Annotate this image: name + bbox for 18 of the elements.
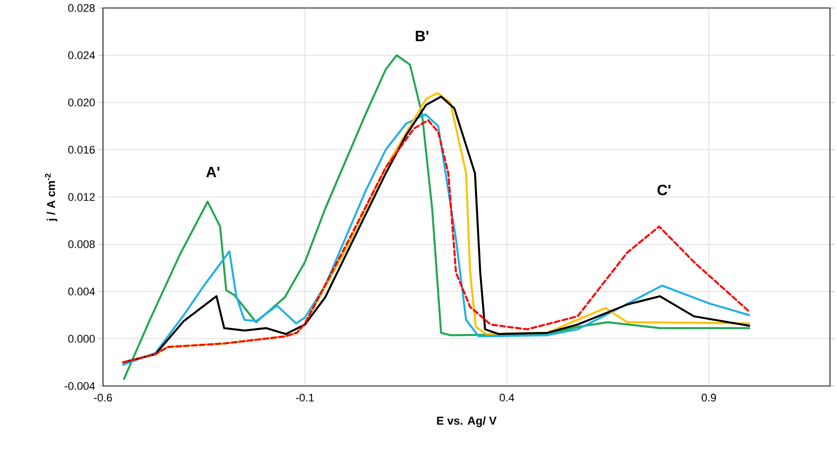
y-tick-label: 0.012: [68, 193, 95, 201]
y-tick-label: -0.004: [64, 382, 95, 390]
annotation: B': [416, 30, 428, 42]
x-tick-label: -0.1: [296, 394, 314, 402]
y-tick-label: 0.028: [68, 4, 95, 12]
x-axis-title: E vs. Ag/ V: [437, 416, 497, 428]
y-tick-label: 0.008: [68, 240, 95, 248]
y-tick-label: 0.016: [68, 146, 95, 154]
y-tick-label: 0.020: [68, 98, 95, 106]
y-tick-label: 0.000: [68, 334, 95, 343]
x-tick-label: 0.4: [500, 394, 514, 402]
y-tick-label: 0.004: [68, 288, 95, 296]
annotation: A': [206, 166, 220, 178]
y-tick-label: 0.024: [68, 51, 95, 60]
x-tick-label: -0.6: [94, 394, 112, 402]
annotation: C': [657, 184, 670, 196]
x-tick-label: 0.9: [702, 394, 716, 402]
y-axis-title: j / A cm$^{-2}$: [45, 174, 58, 222]
